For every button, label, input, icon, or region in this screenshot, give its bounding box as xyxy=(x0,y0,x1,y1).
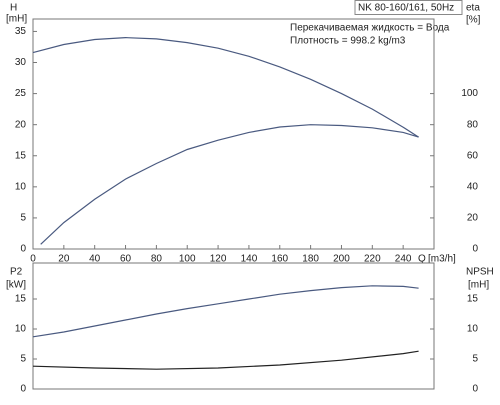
y2-tick-label: 100 xyxy=(461,88,478,99)
y-tick-label: 5 xyxy=(20,213,26,224)
y-axis-label: P2 xyxy=(10,267,23,278)
x-tick-label: 140 xyxy=(241,254,258,265)
y2-tick-label: 60 xyxy=(467,150,479,161)
y-tick-label: 0 xyxy=(20,384,26,395)
y-tick-label: 20 xyxy=(15,119,27,130)
y2-axis-label: eta xyxy=(466,3,480,14)
x-axis-unit: [m3/h] xyxy=(428,254,456,265)
y2-tick-label: 15 xyxy=(467,294,479,305)
chart-title: NK 80-160/161, 50Hz xyxy=(358,3,454,14)
y2-tick-label: 80 xyxy=(467,119,479,130)
curve xyxy=(32,285,419,338)
y2-tick-label: 10 xyxy=(467,324,479,335)
y-tick-label: 10 xyxy=(15,324,27,335)
curve xyxy=(40,124,419,245)
y2-tick-label: 0 xyxy=(472,244,478,255)
x-tick-label: 0 xyxy=(30,254,36,265)
x-tick-label: 240 xyxy=(395,254,412,265)
y-axis-unit: [kW] xyxy=(6,280,26,291)
y2-tick-label: 40 xyxy=(467,181,479,192)
y2-axis-label: NPSH xyxy=(466,267,494,278)
y-tick-label: 25 xyxy=(15,88,27,99)
y-tick-label: 5 xyxy=(20,354,26,365)
curve xyxy=(32,36,419,138)
annotation: Плотность = 998.2 kg/m3 xyxy=(290,36,406,47)
x-tick-label: 220 xyxy=(364,254,381,265)
x-tick-label: 20 xyxy=(58,254,70,265)
y2-axis-unit: [mH] xyxy=(468,280,489,291)
y-axis-unit: [mH] xyxy=(6,14,27,25)
annotation: Перекачиваемая жидкость = Вода xyxy=(290,23,450,34)
plot-frame xyxy=(32,262,435,390)
x-axis-label: Q xyxy=(418,254,426,265)
x-tick-label: 40 xyxy=(89,254,101,265)
title-box xyxy=(354,0,463,15)
y2-tick-label: 0 xyxy=(472,384,478,395)
x-tick-label: 100 xyxy=(179,254,196,265)
x-tick-label: 160 xyxy=(271,254,288,265)
y-tick-label: 10 xyxy=(15,181,27,192)
x-tick-label: 80 xyxy=(151,254,163,265)
x-tick-label: 180 xyxy=(302,254,319,265)
y2-tick-label: 20 xyxy=(467,213,479,224)
plot-frame xyxy=(32,18,435,250)
y2-axis-unit: [%] xyxy=(466,15,481,26)
x-tick-label: 60 xyxy=(120,254,132,265)
x-tick-label: 200 xyxy=(333,254,350,265)
y2-tick-label: 5 xyxy=(472,354,478,365)
y-tick-label: 0 xyxy=(20,244,26,255)
y-tick-label: 15 xyxy=(15,150,27,161)
curve xyxy=(32,350,419,370)
y-tick-label: 30 xyxy=(15,57,27,68)
y-tick-label: 15 xyxy=(15,294,27,305)
x-tick-label: 120 xyxy=(210,254,227,265)
y-axis-label: H xyxy=(10,3,17,14)
y-tick-label: 35 xyxy=(15,26,27,37)
